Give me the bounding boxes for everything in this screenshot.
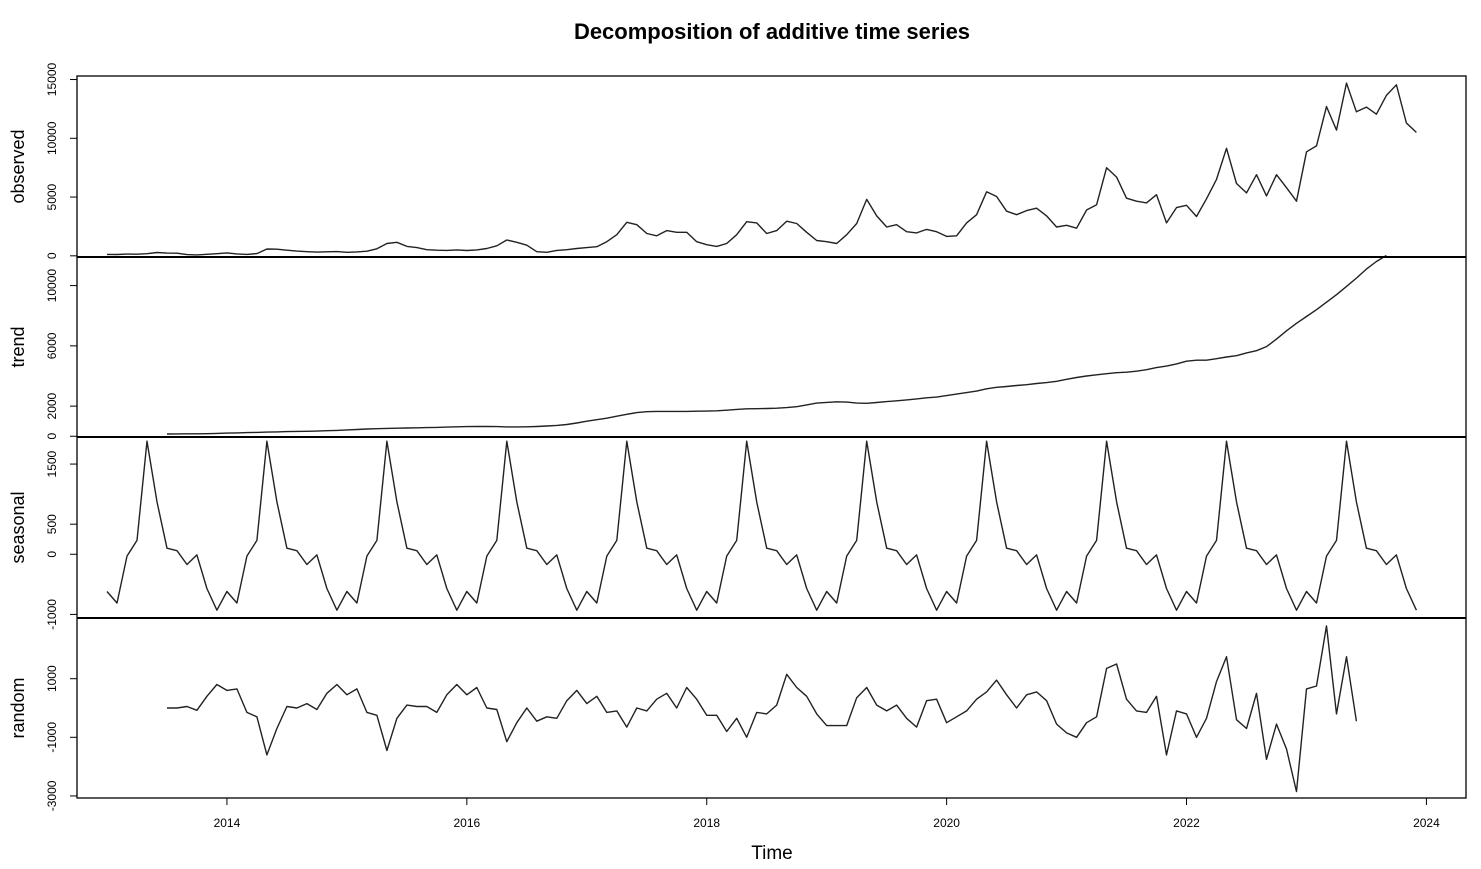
seasonal-ylabel: seasonal — [8, 491, 28, 563]
chart-title: Decomposition of additive time series — [574, 19, 970, 44]
panel-random: -3000 -1000 1000 random — [8, 625, 1358, 811]
observed-ytick-label: 10000 — [45, 121, 59, 155]
panel-observed: 0 5000 10000 15000 observed — [8, 62, 1417, 259]
x-axis-label: Time — [751, 843, 793, 864]
trend-ytick-label: 10000 — [45, 269, 59, 303]
seasonal-series-line — [106, 440, 1418, 611]
observed-ytick-label: 15000 — [45, 62, 59, 96]
seasonal-ytick-label: 0 — [45, 551, 59, 558]
seasonal-ytick-label: 1500 — [45, 450, 59, 477]
random-ytick-label: 1000 — [45, 665, 59, 692]
x-tick-label: 2018 — [693, 816, 720, 830]
observed-ytick-label: 5000 — [45, 183, 59, 210]
random-ytick-label: -1000 — [45, 722, 59, 753]
random-ylabel: random — [8, 677, 28, 738]
x-tick-label: 2024 — [1413, 816, 1440, 830]
panels: 050001000015000observed02000600010000tre… — [8, 62, 1467, 811]
seasonal-ytick-label: 500 — [45, 514, 59, 534]
x-tick-label: 2020 — [933, 816, 960, 830]
observed-ylabel: observed — [8, 129, 28, 203]
observed-series-line — [106, 82, 1417, 256]
trend-ylabel: trend — [8, 326, 28, 367]
trend-series-line — [166, 254, 1387, 435]
x-tick-label: 2022 — [1173, 816, 1200, 830]
panel-trend: 0 2000 6000 10000 trend — [8, 254, 1387, 440]
random-ytick-label: -3000 — [45, 780, 59, 811]
panel-seasonal: -1000 0 500 1500 seasonal — [8, 440, 1418, 630]
trend-ytick-label: 6000 — [45, 332, 59, 359]
x-tick-label: 2014 — [214, 816, 241, 830]
random-series-line — [167, 625, 1358, 793]
x-axis: 2014 2016 2018 2020 2022 2024 — [214, 797, 1440, 830]
trend-ytick-label: 0 — [45, 433, 59, 440]
x-tick-label: 2016 — [453, 816, 480, 830]
trend-ytick-label: 2000 — [45, 392, 59, 419]
observed-ytick-label: 0 — [45, 252, 59, 259]
seasonal-ytick-label: -1000 — [45, 599, 59, 630]
